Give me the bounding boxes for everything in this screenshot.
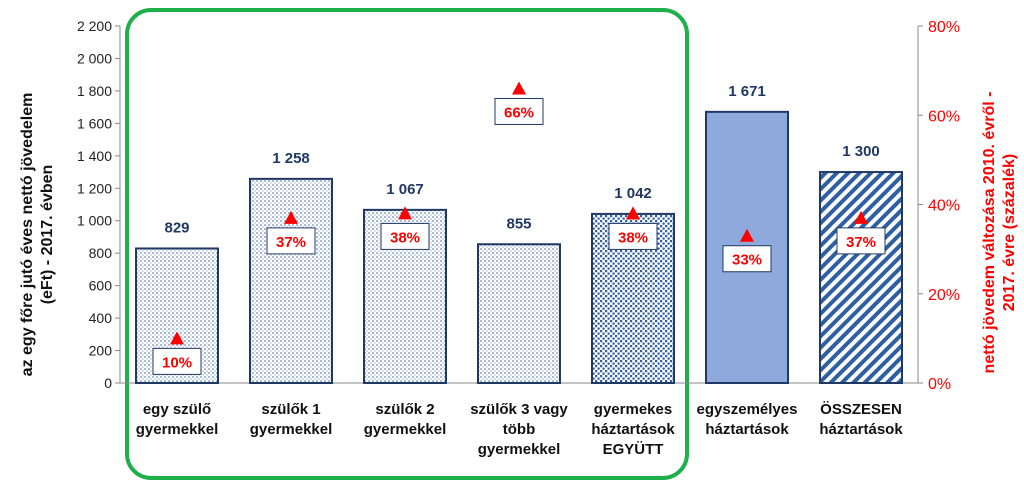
category-label: egy szülő gyermekkel xyxy=(136,401,219,438)
highlight-box xyxy=(125,8,689,480)
change-label: 38% xyxy=(618,229,648,246)
category-label-line: gyermekkel xyxy=(364,421,447,438)
y2-axis-title: nettó jövedem változása 2010. évről -201… xyxy=(981,92,1018,374)
category-label-line: gyermekkel xyxy=(478,441,561,458)
change-label: 66% xyxy=(504,104,534,121)
change-marker xyxy=(626,206,640,220)
bar-value-label: 1 300 xyxy=(842,143,880,160)
category-label-line: több xyxy=(503,421,535,438)
change-marker xyxy=(284,210,298,224)
category-label-line: háztartások xyxy=(591,421,675,438)
y2-tick-label: 60% xyxy=(928,108,960,125)
bar-value-label: 1 067 xyxy=(386,181,424,198)
category-label-line: szülők 3 vagy xyxy=(470,401,568,418)
y-tick-label: 2 000 xyxy=(77,50,112,66)
category-label: gyermekes háztartások EGYÜTT xyxy=(591,401,675,458)
change-label-box xyxy=(494,97,544,125)
bar-value-label: 1 042 xyxy=(614,185,652,202)
category-label: szülők 2 gyermekkel xyxy=(364,401,447,438)
change-label-box xyxy=(266,227,316,255)
category-label: ÖSSZESEN háztartások xyxy=(819,401,903,438)
change-label-box xyxy=(380,222,430,250)
bar-value-label: 1 671 xyxy=(728,83,766,100)
change-label: 37% xyxy=(846,234,876,251)
y-axis-title: az egy főre jutó éves nettó jövedelem (eF… xyxy=(19,93,56,377)
change-marker xyxy=(170,331,184,345)
y-tick-label: 1 000 xyxy=(77,213,112,229)
change-label-box xyxy=(152,347,202,375)
category-label-line: ÖSSZESEN xyxy=(820,401,902,418)
bar xyxy=(249,177,333,384)
change-label: 33% xyxy=(732,252,762,269)
category-label-line: EGYÜTT xyxy=(603,441,664,458)
y-tick-label: 1 200 xyxy=(77,180,112,196)
y2-axis-title-line: nettó jövedem változása 2010. évről - xyxy=(981,92,998,374)
y-tick-label: 400 xyxy=(89,310,113,326)
category-label-line: háztartások xyxy=(705,421,789,438)
y-tick-label: 600 xyxy=(89,278,113,294)
change-label-box xyxy=(608,222,658,250)
change-label: 37% xyxy=(276,234,306,251)
change-marker xyxy=(512,81,526,95)
y-tick-label: 1 800 xyxy=(77,83,112,99)
y-tick-label: 2 200 xyxy=(77,18,112,34)
y-tick-label: 200 xyxy=(89,343,113,359)
y-axis-title-line: (eFt) - 2017. évben xyxy=(39,165,56,305)
bar-value-label: 855 xyxy=(506,215,531,232)
bar-value-label: 829 xyxy=(164,219,189,236)
category-label-line: szülők 2 xyxy=(375,401,434,418)
y2-axis-title-line: 2017. évre (százalék) xyxy=(1001,154,1018,311)
y-tick-label: 800 xyxy=(89,245,113,261)
y2-tick-label: 40% xyxy=(928,198,960,215)
change-label: 38% xyxy=(390,229,420,246)
change-marker xyxy=(740,228,754,242)
y-tick-label: 1 600 xyxy=(77,115,112,131)
category-label-line: háztartások xyxy=(819,421,903,438)
y-axis-title-line: az egy főre jutó éves nettó jövedelem xyxy=(19,93,36,377)
category-label-line: egy szülő xyxy=(143,401,211,418)
category-label: egyszemélyes háztartások xyxy=(697,401,798,438)
category-label-line: szülők 1 xyxy=(261,401,320,418)
change-label-box xyxy=(722,245,772,273)
y2-tick-label: 0% xyxy=(928,376,951,393)
change-label: 10% xyxy=(162,354,192,371)
change-marker xyxy=(854,210,868,224)
y2-tick-label: 80% xyxy=(928,19,960,36)
category-label: szülők 1 gyermekkel xyxy=(250,401,333,438)
category-label-line: egyszemélyes xyxy=(697,401,798,418)
y-tick-label: 0 xyxy=(104,375,112,391)
bar xyxy=(477,243,561,384)
change-label-box xyxy=(836,227,886,255)
category-label-line: gyermekkel xyxy=(136,421,219,438)
y2-tick-label: 20% xyxy=(928,287,960,304)
category-label-line: gyermekes xyxy=(594,401,672,418)
change-marker xyxy=(398,206,412,220)
category-label-line: gyermekkel xyxy=(250,421,333,438)
category-label: szülők 3 vagy több gyermekkel xyxy=(470,401,568,458)
bar xyxy=(819,171,903,384)
y-tick-label: 1 400 xyxy=(77,148,112,164)
bar-value-label: 1 258 xyxy=(272,150,310,167)
